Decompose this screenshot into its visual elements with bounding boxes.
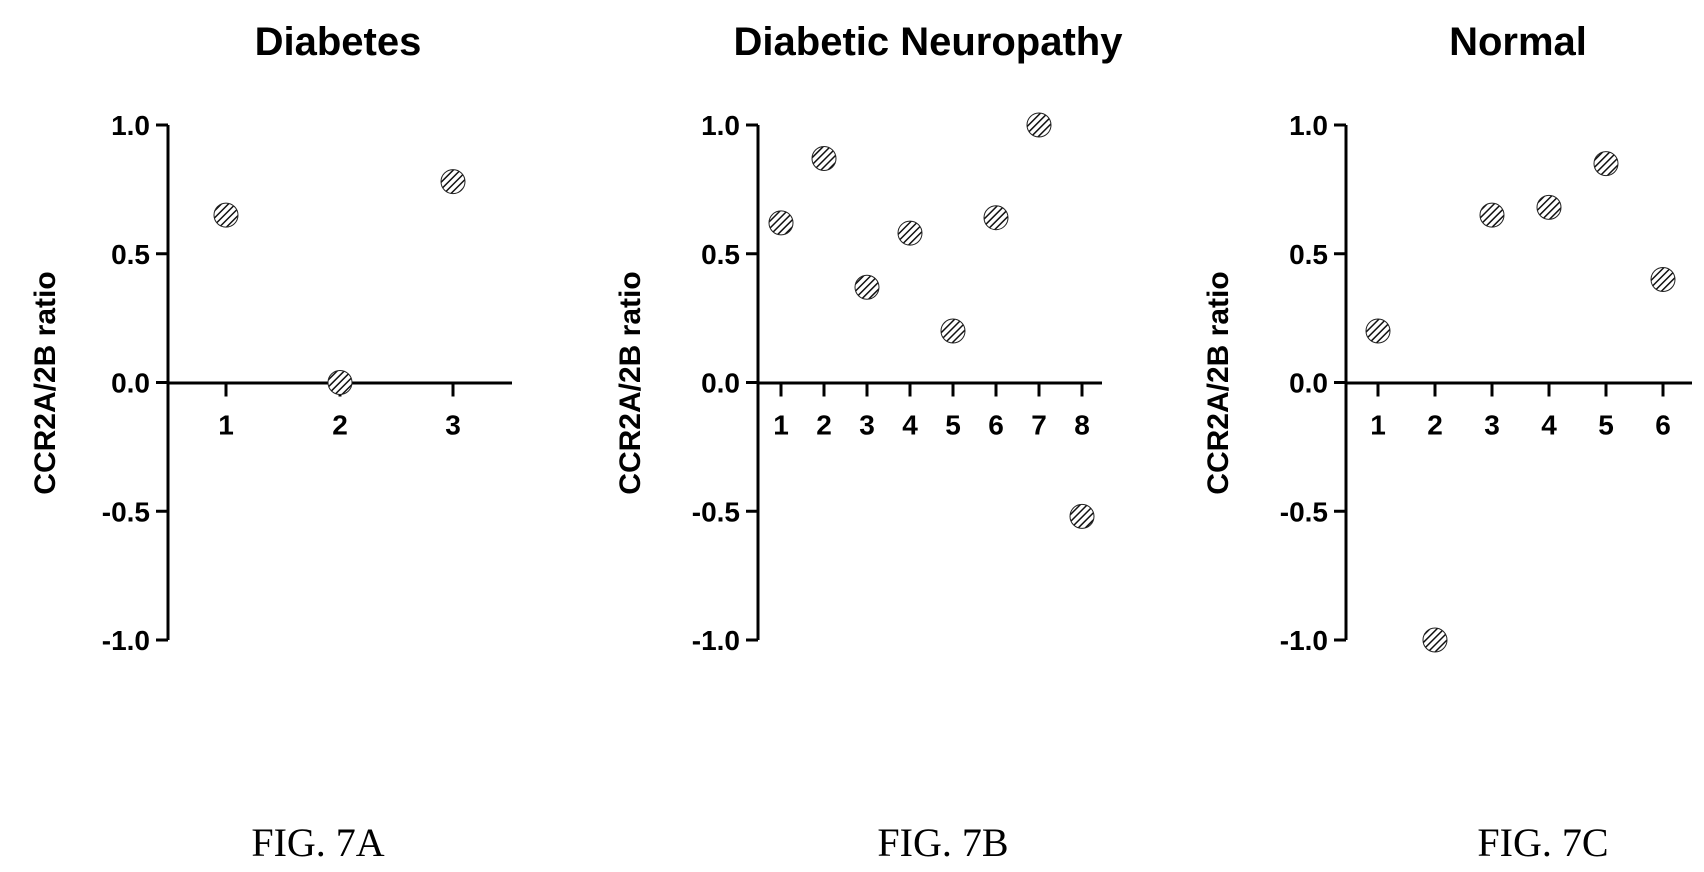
chart-title: Normal [1449,20,1587,64]
panel-c: Normal CCR2A/2B ratio 1.00.50.0-0.5-1.01… [1202,20,1692,865]
x-tick-label: 7 [1031,410,1047,441]
x-tick-label: 4 [902,410,918,441]
y-tick-label: -1.0 [102,625,150,656]
x-tick-label: 1 [1370,410,1386,441]
x-tick-label: 2 [332,410,348,441]
figure-caption: FIG. 7B [877,820,1008,865]
figure-caption: FIG. 7A [251,820,384,865]
data-point [811,145,837,171]
panel-b: Diabetic Neuropathy CCR2A/2B ratio 1.0 0.… [614,20,1123,865]
x-tick-label: 8 [1074,410,1090,441]
x-tick-label: 5 [1598,410,1614,441]
data-point [940,318,966,344]
chart-title: Diabetic Neuropathy [734,20,1124,64]
x-tick-label: 6 [988,410,1004,441]
y-tick-label: 0.0 [1289,368,1328,399]
data-point [1593,151,1619,177]
y-axis-label: CCR2A/2B ratio [614,271,647,494]
y-tick-label: 1.0 [701,110,740,141]
x-tick-label: 3 [445,410,461,441]
y-tick-label: 0.5 [701,239,740,270]
x-tick-label: 2 [816,410,832,441]
x-tick-label: 3 [859,410,875,441]
data-point [1026,112,1052,138]
data-point [768,210,794,236]
figure-caption: FIG. 7C [1477,820,1608,865]
data-point [897,220,923,246]
data-point [1069,503,1095,529]
y-axis-label: CCR2A/2B ratio [29,271,62,494]
data-point [1479,202,1505,228]
y-tick-label: -0.5 [692,496,740,527]
y-tick-label: -0.5 [1280,496,1328,527]
data-point [1422,627,1448,653]
data-point [854,274,880,300]
data-point [327,370,353,395]
y-tick-label: 0.0 [701,368,740,399]
x-tick-label: 2 [1427,410,1443,441]
y-tick-label: 0.0 [111,368,150,399]
chart-title: Diabetes [255,20,422,64]
x-tick-label: 1 [773,410,789,441]
y-axis-label: CCR2A/2B ratio [1202,271,1235,494]
scatter-series: 1.0 0.5 0.0 -0.5 -1.0 1 2 3 4 5 6 [1280,110,1676,656]
scatter-series: 1.0 0.5 0.0 -0.5 -1.0 1 2 3 4 5 6 7 8 [692,110,1095,656]
data-point [1365,318,1391,344]
y-tick-label: -0.5 [102,496,150,527]
data-point [440,169,466,195]
scatter-series: 1.0 0.5 0.0 -0.5 -1.0 1 2 3 [102,110,466,656]
x-tick-label: 3 [1484,410,1500,441]
x-tick-label: 6 [1655,410,1671,441]
y-tick-label: 0.5 [1289,239,1328,270]
x-tick-label: 5 [945,410,961,441]
panel-a: Diabetes CCR2A/2B ratio 1.0 0.5 0.0 -0.5 -1.… [29,20,512,865]
data-point [1536,194,1562,220]
y-tick-label: -1.0 [692,625,740,656]
data-point [983,205,1009,231]
x-tick-label: 1 [218,410,234,441]
y-tick-label: -1.0 [1280,625,1328,656]
data-point [213,202,239,228]
y-tick-label: 0.5 [111,239,150,270]
data-point [1650,267,1676,292]
x-tick-label: 4 [1541,410,1557,441]
y-tick-label: 1.0 [1289,110,1328,141]
y-tick-label: 1.0 [111,110,150,141]
